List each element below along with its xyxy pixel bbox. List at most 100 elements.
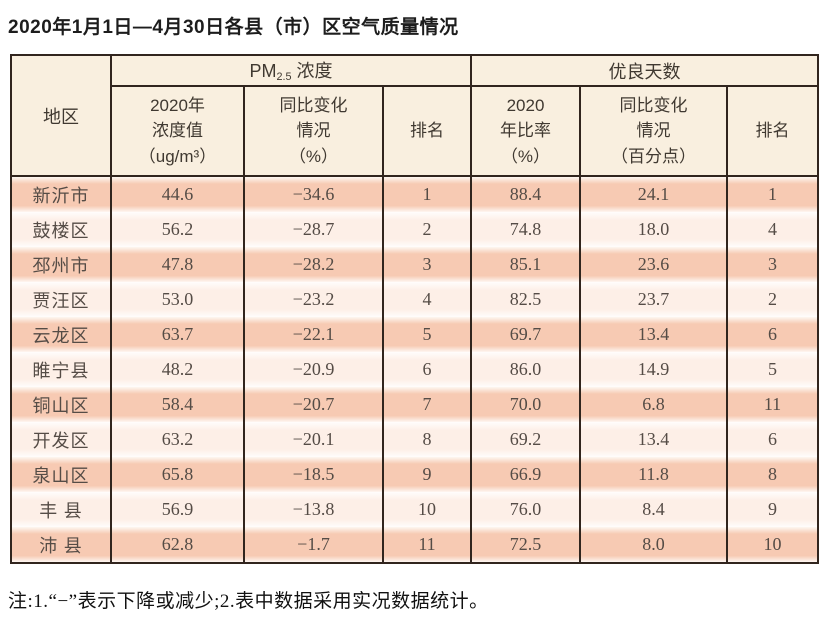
col-header-region: 地区 <box>10 54 112 177</box>
good-change-cell: 11.8 <box>579 457 728 492</box>
pm-value-cell: 63.2 <box>110 422 245 457</box>
table-row: 丰 县 56.9 −13.8 10 76.0 8.4 9 <box>10 492 820 527</box>
region-cell: 开发区 <box>10 422 112 457</box>
good-ratio-cell: 70.0 <box>470 387 581 422</box>
table-body: 新沂市 44.6 −34.6 1 88.4 24.1 1 鼓楼区 56.2 −2… <box>10 176 820 563</box>
good-rank-cell: 9 <box>725 492 820 527</box>
pm-value-cell: 56.2 <box>110 212 245 247</box>
good-ratio-cell: 82.5 <box>470 282 581 317</box>
pm-change-cell: −34.6 <box>243 176 384 212</box>
air-quality-table: 地区 PM2.5 浓度 优良天数 2020年 浓度值 （ug/m³） 同比变化 … <box>10 54 820 564</box>
good-change-cell: 8.4 <box>579 492 728 527</box>
pm-value-cell: 47.8 <box>110 247 245 282</box>
col-header-good-change: 同比变化 情况 （百分点） <box>579 85 728 177</box>
good-rank-cell: 1 <box>725 176 820 212</box>
pm-rank-cell: 7 <box>382 387 472 422</box>
pm-value-cell: 56.9 <box>110 492 245 527</box>
good-ratio-cell: 69.7 <box>470 317 581 352</box>
group-header-row: 地区 PM2.5 浓度 优良天数 <box>10 54 820 177</box>
pm-value-cell: 53.0 <box>110 282 245 317</box>
good-change-cell: 13.4 <box>579 422 728 457</box>
pm-value-cell: 58.4 <box>110 387 245 422</box>
good-ratio-cell: 66.9 <box>470 457 581 492</box>
table-row: 邳州市 47.8 −28.2 3 85.1 23.6 3 <box>10 247 820 282</box>
good-ratio-cell: 76.0 <box>470 492 581 527</box>
pm-value-cell: 48.2 <box>110 352 245 387</box>
good-rank-cell: 3 <box>725 247 820 282</box>
table-row: 铜山区 58.4 −20.7 7 70.0 6.8 11 <box>10 387 820 422</box>
table-row: 鼓楼区 56.2 −28.7 2 74.8 18.0 4 <box>10 212 820 247</box>
good-rank-cell: 6 <box>725 422 820 457</box>
good-rank-cell: 8 <box>725 457 820 492</box>
pm-change-cell: −1.7 <box>243 527 384 563</box>
good-ratio-cell: 72.5 <box>470 527 581 563</box>
table-row: 沛 县 62.8 −1.7 11 72.5 8.0 10 <box>10 527 820 563</box>
good-change-cell: 24.1 <box>579 176 728 212</box>
pm-subscript: 2.5 <box>276 71 292 84</box>
pm-rank-cell: 9 <box>382 457 472 492</box>
pm-change-cell: −22.1 <box>243 317 384 352</box>
region-cell: 睢宁县 <box>10 352 112 387</box>
good-change-cell: 6.8 <box>579 387 728 422</box>
pm-change-cell: −20.9 <box>243 352 384 387</box>
table-row: 云龙区 63.7 −22.1 5 69.7 13.4 6 <box>10 317 820 352</box>
pm-prefix: PM <box>249 61 277 82</box>
col-header-good-ratio: 2020 年比率 （%） <box>470 85 581 177</box>
table-row: 睢宁县 48.2 −20.9 6 86.0 14.9 5 <box>10 352 820 387</box>
col-header-pm-value: 2020年 浓度值 （ug/m³） <box>110 85 245 177</box>
pm-change-cell: −28.2 <box>243 247 384 282</box>
col-header-good-rank: 排名 <box>725 85 820 177</box>
good-ratio-cell: 85.1 <box>470 247 581 282</box>
region-cell: 邳州市 <box>10 247 112 282</box>
good-rank-cell: 4 <box>725 212 820 247</box>
pm-rank-cell: 10 <box>382 492 472 527</box>
region-cell: 泉山区 <box>10 457 112 492</box>
region-cell: 铜山区 <box>10 387 112 422</box>
col-header-pm-rank: 排名 <box>382 85 472 177</box>
table-row: 泉山区 65.8 −18.5 9 66.9 11.8 8 <box>10 457 820 492</box>
pm-change-cell: −23.2 <box>243 282 384 317</box>
pm-rank-cell: 6 <box>382 352 472 387</box>
good-change-cell: 18.0 <box>579 212 728 247</box>
pm-rank-cell: 8 <box>382 422 472 457</box>
pm-change-cell: −20.7 <box>243 387 384 422</box>
region-cell: 贾汪区 <box>10 282 112 317</box>
pm-suffix: 浓度 <box>291 61 333 82</box>
pm-rank-cell: 11 <box>382 527 472 563</box>
group-header-good-days: 优良天数 <box>469 54 820 87</box>
table-row: 新沂市 44.6 −34.6 1 88.4 24.1 1 <box>10 176 820 212</box>
pm-rank-cell: 5 <box>382 317 472 352</box>
pm-rank-cell: 1 <box>382 176 472 212</box>
pm-rank-cell: 4 <box>382 282 472 317</box>
good-change-cell: 14.9 <box>579 352 728 387</box>
pm-change-cell: −20.1 <box>243 422 384 457</box>
document-title: 2020年1月1日—4月30日各县（市）区空气质量情况 <box>8 17 459 38</box>
good-ratio-cell: 86.0 <box>470 352 581 387</box>
region-cell: 鼓楼区 <box>10 212 112 247</box>
pm-change-cell: −28.7 <box>243 212 384 247</box>
pm-change-cell: −18.5 <box>243 457 384 492</box>
pm-value-cell: 62.8 <box>110 527 245 563</box>
good-ratio-cell: 69.2 <box>470 422 581 457</box>
pm-value-cell: 65.8 <box>110 457 245 492</box>
good-change-cell: 23.7 <box>579 282 728 317</box>
footnote: 注:1.“−”表示下降或减少;2.表中数据采用实况数据统计。 <box>8 591 489 612</box>
good-change-cell: 13.4 <box>579 317 728 352</box>
pm-value-cell: 44.6 <box>110 176 245 212</box>
table-row: 贾汪区 53.0 −23.2 4 82.5 23.7 2 <box>10 282 820 317</box>
pm-rank-cell: 2 <box>382 212 472 247</box>
good-rank-cell: 2 <box>725 282 820 317</box>
good-rank-cell: 6 <box>725 317 820 352</box>
col-header-pm-change: 同比变化 情况 （%） <box>243 85 384 177</box>
good-rank-cell: 11 <box>725 387 820 422</box>
region-cell: 云龙区 <box>10 317 112 352</box>
table-header: 地区 PM2.5 浓度 优良天数 2020年 浓度值 （ug/m³） 同比变化 … <box>10 54 820 177</box>
table-row: 开发区 63.2 −20.1 8 69.2 13.4 6 <box>10 422 820 457</box>
good-change-cell: 8.0 <box>579 527 728 563</box>
good-rank-cell: 5 <box>725 352 820 387</box>
region-cell: 沛 县 <box>10 527 112 563</box>
sub-header-row: 2020年 浓度值 （ug/m³） 同比变化 情况 （%） 排名 2020 年比… <box>11 85 820 177</box>
good-ratio-cell: 88.4 <box>470 176 581 212</box>
good-change-cell: 23.6 <box>579 247 728 282</box>
